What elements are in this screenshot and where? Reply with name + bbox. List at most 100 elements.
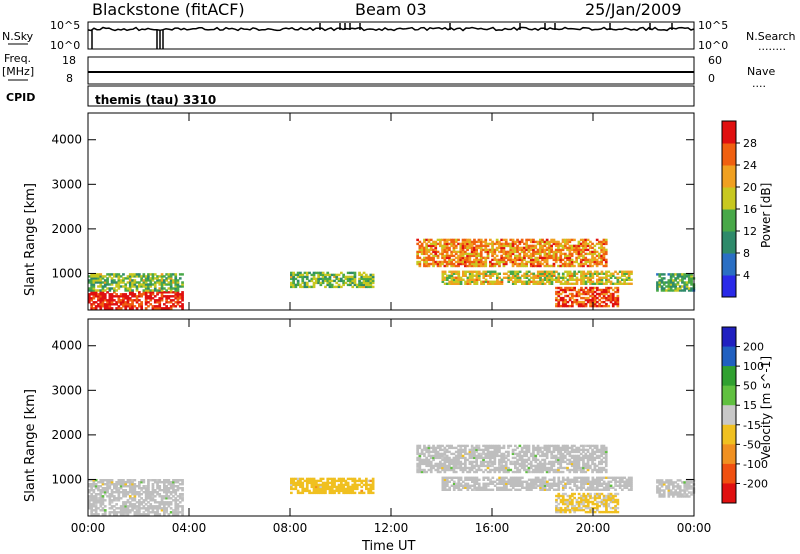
- scatter-cell: [115, 503, 118, 506]
- scatter-cell: [557, 276, 561, 279]
- scatter-cell: [504, 260, 508, 264]
- scatter-cell: [128, 497, 132, 500]
- scatter-cell: [623, 280, 626, 283]
- scatter-cell: [470, 250, 474, 254]
- scatter-cell: [172, 281, 175, 284]
- scatter-cell: [575, 300, 579, 304]
- scatter-cell: [530, 478, 533, 481]
- scatter-cell: [122, 513, 125, 516]
- scatter-cell: [605, 280, 608, 283]
- scatter-cell: [163, 275, 166, 278]
- scatter-cell: [425, 464, 428, 468]
- scatter-cell: [158, 281, 162, 284]
- scatter-cell: [575, 244, 578, 248]
- scatter-cell: [99, 303, 103, 306]
- scatter-cell: [296, 273, 300, 277]
- scatter-cell: [468, 264, 472, 268]
- scatter-cell: [600, 492, 604, 496]
- scatter-cell: [117, 277, 121, 280]
- scatter-cell: [539, 274, 542, 277]
- scatter-cell: [604, 240, 608, 244]
- scatter-cell: [589, 510, 592, 514]
- scatter-cell: [349, 283, 352, 287]
- scatter-cell: [165, 509, 168, 512]
- scatter-cell: [539, 246, 542, 250]
- scatter-cell: [586, 504, 590, 508]
- scatter-cell: [436, 466, 440, 470]
- scatter-cell: [532, 480, 536, 483]
- scatter-cell: [584, 298, 588, 302]
- scatter-cell: [439, 252, 442, 256]
- scatter-cell: [611, 486, 615, 489]
- scatter-cell: [548, 242, 551, 246]
- scatter-cell: [502, 456, 506, 460]
- scatter-cell: [482, 270, 486, 273]
- scatter-cell: [423, 460, 426, 464]
- scatter-cell: [344, 275, 348, 279]
- scatter-cell: [443, 272, 447, 275]
- scatter-cell: [543, 476, 547, 479]
- scatter-cell: [470, 260, 474, 264]
- scatter-cell: [539, 462, 542, 466]
- scatter-cell: [371, 275, 375, 279]
- scatter-cell: [330, 285, 334, 289]
- scatter-cell: [568, 508, 572, 512]
- scatter-cell: [156, 513, 159, 516]
- scatter-cell: [595, 250, 599, 254]
- scatter-cell: [591, 252, 594, 256]
- scatter-cell: [609, 300, 613, 304]
- scatter-cell: [676, 273, 680, 276]
- scatter-cell: [525, 484, 529, 487]
- scatter-cell: [142, 511, 146, 514]
- scatter-cell: [554, 260, 558, 264]
- scatter-cell: [305, 489, 309, 493]
- scatter-cell: [138, 513, 141, 516]
- scatter-cell: [90, 487, 93, 490]
- scatter-cell: [573, 272, 576, 275]
- scatter-cell: [353, 481, 357, 485]
- scatter-cell: [429, 248, 433, 252]
- scatter-cell: [135, 509, 139, 512]
- scatter-cell: [172, 273, 175, 276]
- scatter-cell: [349, 489, 352, 493]
- scatter-cell: [135, 507, 139, 510]
- scatter-cell: [319, 479, 323, 483]
- scatter-cell: [441, 464, 444, 468]
- scatter-cell: [163, 489, 166, 492]
- scatter-cell: [317, 281, 320, 285]
- scatter-cell: [448, 238, 451, 242]
- scatter-cell: [598, 494, 601, 498]
- scatter-cell: [126, 479, 130, 482]
- scatter-cell: [459, 450, 463, 454]
- scatter-cell: [593, 256, 597, 260]
- scatter-cell: [176, 505, 180, 508]
- time-axis-label: Time UT: [361, 539, 415, 554]
- scatter-cell: [138, 305, 141, 308]
- scatter-cell: [151, 307, 155, 310]
- scatter-cell: [346, 481, 350, 485]
- scatter-cell: [97, 481, 100, 484]
- scatter-cell: [365, 481, 368, 485]
- scatter-cell: [559, 260, 563, 264]
- scatter-cell: [165, 487, 168, 490]
- scatter-cell: [153, 283, 157, 286]
- scatter-cell: [117, 507, 121, 510]
- scatter-cell: [486, 446, 490, 450]
- scatter-cell: [674, 485, 677, 488]
- scatter-cell: [550, 244, 553, 248]
- scatter-cell: [511, 456, 515, 460]
- scatter-cell: [165, 481, 168, 484]
- scatter-cell: [589, 294, 592, 298]
- scatter-cell: [133, 503, 137, 506]
- scatter-cell: [163, 509, 166, 512]
- scatter-cell: [559, 480, 563, 483]
- scatter-cell: [176, 279, 180, 282]
- scatter-cell: [611, 298, 615, 302]
- scatter-cell: [604, 242, 608, 246]
- nsearch-dots: ........: [758, 40, 786, 53]
- scatter-cell: [546, 480, 549, 483]
- scatter-cell: [461, 456, 465, 460]
- scatter-cell: [459, 260, 463, 264]
- scatter-cell: [568, 256, 572, 260]
- scatter-cell: [360, 275, 364, 279]
